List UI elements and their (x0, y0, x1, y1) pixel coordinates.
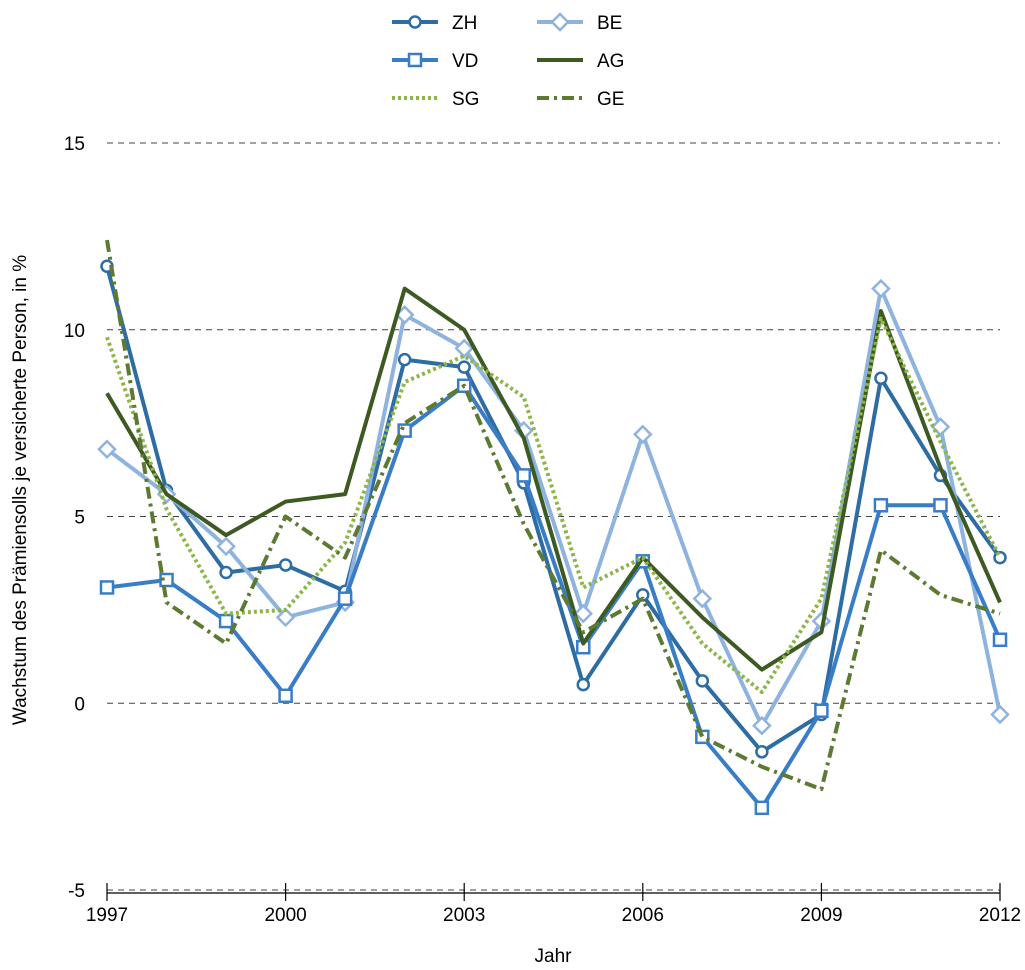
x-tick-label: 1997 (86, 905, 128, 926)
data-point-vd (218, 613, 234, 629)
x-tick-label: 2000 (264, 905, 306, 926)
y-tick-label: 10 (64, 321, 85, 342)
data-point-vd (278, 688, 293, 704)
series-line-be (105, 286, 1002, 728)
data-point-be (97, 439, 117, 460)
data-point-vd (933, 498, 948, 513)
data-point-vd (337, 591, 353, 606)
y-tick-label: -5 (68, 881, 85, 902)
data-point-zh (219, 565, 233, 580)
data-point-zh (576, 677, 591, 692)
legend-label-ge: GE (597, 89, 624, 110)
legend-label-zh: ZH (452, 13, 477, 34)
data-point-vd (99, 580, 115, 595)
y-tick-label: 5 (74, 508, 85, 529)
y-axis-label: Wachstum des Prämiensolls je versicherte… (10, 255, 31, 725)
axes: -5 0 5 10 15 1997 2000 2003 2006 2009 2012 (64, 134, 1021, 926)
legend-label-ag: AG (597, 51, 624, 72)
series-be (97, 278, 1010, 736)
series-sg (105, 316, 1002, 695)
data-point-be (275, 607, 296, 628)
data-point-zh (278, 558, 293, 572)
legend-item-be: BE (537, 12, 622, 34)
series-line-vd (106, 383, 1002, 810)
series-ag (105, 286, 1002, 672)
series-line-zh (105, 265, 1002, 754)
series-zh (100, 259, 1007, 759)
data-point-vd (754, 800, 770, 816)
legend: ZH BE VD AG SG GE (392, 12, 624, 110)
data-point-be (990, 704, 1010, 725)
series-line-ge (105, 239, 1001, 792)
data-point-zh (457, 360, 471, 374)
legend-item-ge: GE (537, 89, 624, 110)
data-point-vd (873, 498, 889, 513)
y-tick-label: 0 (74, 694, 85, 715)
series-layer (97, 239, 1010, 816)
legend-marker-vd (407, 52, 423, 68)
legend-label-vd: VD (452, 51, 478, 72)
data-point-be (692, 588, 713, 609)
legend-item-zh: ZH (392, 13, 477, 34)
data-point-be (752, 715, 772, 736)
series-ge (105, 239, 1001, 792)
x-tick-label: 2006 (622, 905, 664, 926)
data-point-zh (874, 371, 888, 386)
data-point-zh (397, 352, 412, 367)
legend-marker-zh (408, 15, 422, 29)
data-point-zh (695, 674, 710, 688)
legend-label-sg: SG (452, 89, 479, 110)
data-point-vd (814, 703, 829, 718)
data-point-vd (159, 572, 174, 588)
series-line-sg (105, 316, 1002, 695)
data-point-be (216, 536, 236, 557)
data-point-vd (516, 468, 531, 483)
data-point-be (633, 424, 653, 445)
y-tick-label: 15 (64, 134, 85, 155)
data-point-zh (755, 745, 769, 759)
x-tick-label: 2009 (800, 905, 842, 926)
series-vd (99, 378, 1008, 816)
data-point-be (871, 278, 891, 299)
data-point-be (454, 338, 474, 359)
series-line-ag (105, 286, 1002, 672)
legend-item-sg: SG (392, 89, 479, 110)
x-tick-label: 2003 (443, 905, 485, 926)
legend-item-vd: VD (392, 51, 478, 72)
data-point-be (573, 603, 594, 624)
legend-label-be: BE (597, 13, 622, 34)
legend-marker-be (550, 12, 570, 32)
x-tick-label: 2012 (979, 905, 1021, 926)
data-point-vd (992, 632, 1008, 648)
x-axis-label: Jahr (535, 946, 573, 967)
legend-item-ag: AG (537, 51, 624, 72)
